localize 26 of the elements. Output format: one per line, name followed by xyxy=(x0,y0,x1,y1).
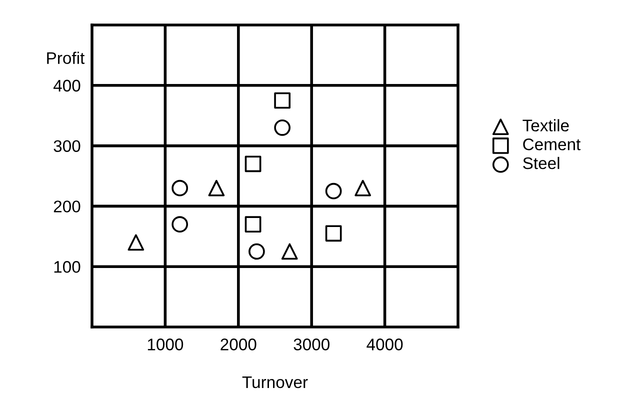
y-tick-label: 300 xyxy=(54,140,80,152)
point xyxy=(274,92,291,109)
point xyxy=(325,182,342,200)
y-axis-title: Profit xyxy=(47,52,85,64)
point xyxy=(248,243,265,260)
point xyxy=(244,156,262,172)
point xyxy=(281,243,298,260)
y-tick-label: 400 xyxy=(53,80,80,92)
point xyxy=(172,180,188,196)
x-tick-label: 2000 xyxy=(220,338,256,350)
point xyxy=(274,119,291,136)
point xyxy=(244,216,262,233)
legend-label: Textile xyxy=(522,119,569,132)
point xyxy=(325,225,342,242)
point xyxy=(208,180,225,196)
point xyxy=(128,234,144,251)
point xyxy=(354,180,372,196)
y-tick-label: 200 xyxy=(54,200,80,212)
x-tick-label: 4000 xyxy=(366,338,403,350)
point xyxy=(172,216,188,233)
y-tick-label: 100 xyxy=(54,261,80,273)
legend-label: Steel xyxy=(523,156,560,170)
x-tick-label: 1000 xyxy=(148,338,184,350)
legend-label: Cement xyxy=(523,138,581,150)
x-axis-title: Turnover xyxy=(242,376,308,388)
x-tick-label: 3000 xyxy=(294,338,330,350)
